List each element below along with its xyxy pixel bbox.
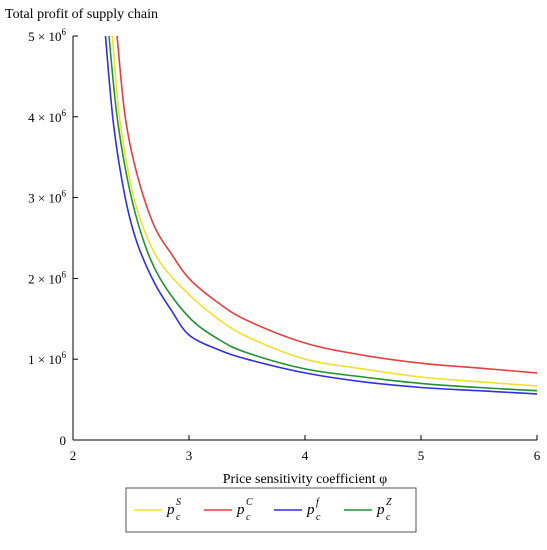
legend-item-0: p Sc (166, 497, 181, 523)
y-tick-exponent: 6 (62, 269, 67, 279)
legend-item-1: p Cc (236, 497, 253, 523)
legend-label-base: p (166, 502, 175, 518)
y-tick-label: 0 (60, 433, 67, 448)
x-tick-label: 2 (70, 448, 77, 463)
x-axis-label: Price sensitivity coefficient φ (223, 472, 388, 487)
legend-item-3: p Zc (376, 497, 392, 523)
x-tick-label: 6 (534, 448, 541, 463)
series-line-1 (116, 35, 538, 374)
legend-label-base: p (236, 502, 245, 518)
legend-label-sup: C (246, 497, 253, 508)
x-tick-label: 5 (418, 448, 425, 463)
y-axis: 0 1 × 106 2 × 106 3 × 106 4 × 106 5 × 106 (28, 27, 78, 448)
x-tick-label: 3 (186, 448, 193, 463)
y-tick-exponent: 6 (62, 189, 67, 199)
legend-label-sup: f (316, 497, 320, 508)
legend-label-sup: Z (386, 497, 392, 508)
legend-label-base: p (306, 502, 315, 518)
x-tick-label: 4 (302, 448, 309, 463)
y-tick-exponent: 6 (62, 108, 67, 118)
legend-label-sub: c (316, 512, 321, 523)
series-line-0 (111, 35, 538, 387)
y-tick-label: 1 × 106 (28, 350, 66, 367)
y-axis-label: Total profit of supply chain (5, 7, 158, 22)
legend-label-sup: S (176, 497, 181, 508)
legend-item-2: p fc (306, 497, 321, 523)
y-tick-exponent: 6 (62, 27, 67, 37)
legend-label-base: p (376, 502, 385, 518)
series-line-2 (104, 35, 538, 395)
y-tick-label: 4 × 106 (28, 108, 66, 125)
series-line-3 (108, 35, 538, 392)
legend-label-sub: c (386, 512, 391, 523)
y-tick-label: 3 × 106 (28, 189, 66, 206)
y-tick-label: 5 × 106 (28, 27, 66, 44)
plot-lines (104, 35, 538, 395)
y-tick-exponent: 6 (62, 350, 67, 360)
legend: p Sc p Cc p fc p Zc (134, 497, 392, 523)
legend-label-sub: c (246, 512, 251, 523)
y-tick-label: 2 × 106 (28, 269, 66, 286)
x-axis: 2 3 4 5 6 (70, 435, 541, 463)
legend-label-sub: c (176, 512, 181, 523)
